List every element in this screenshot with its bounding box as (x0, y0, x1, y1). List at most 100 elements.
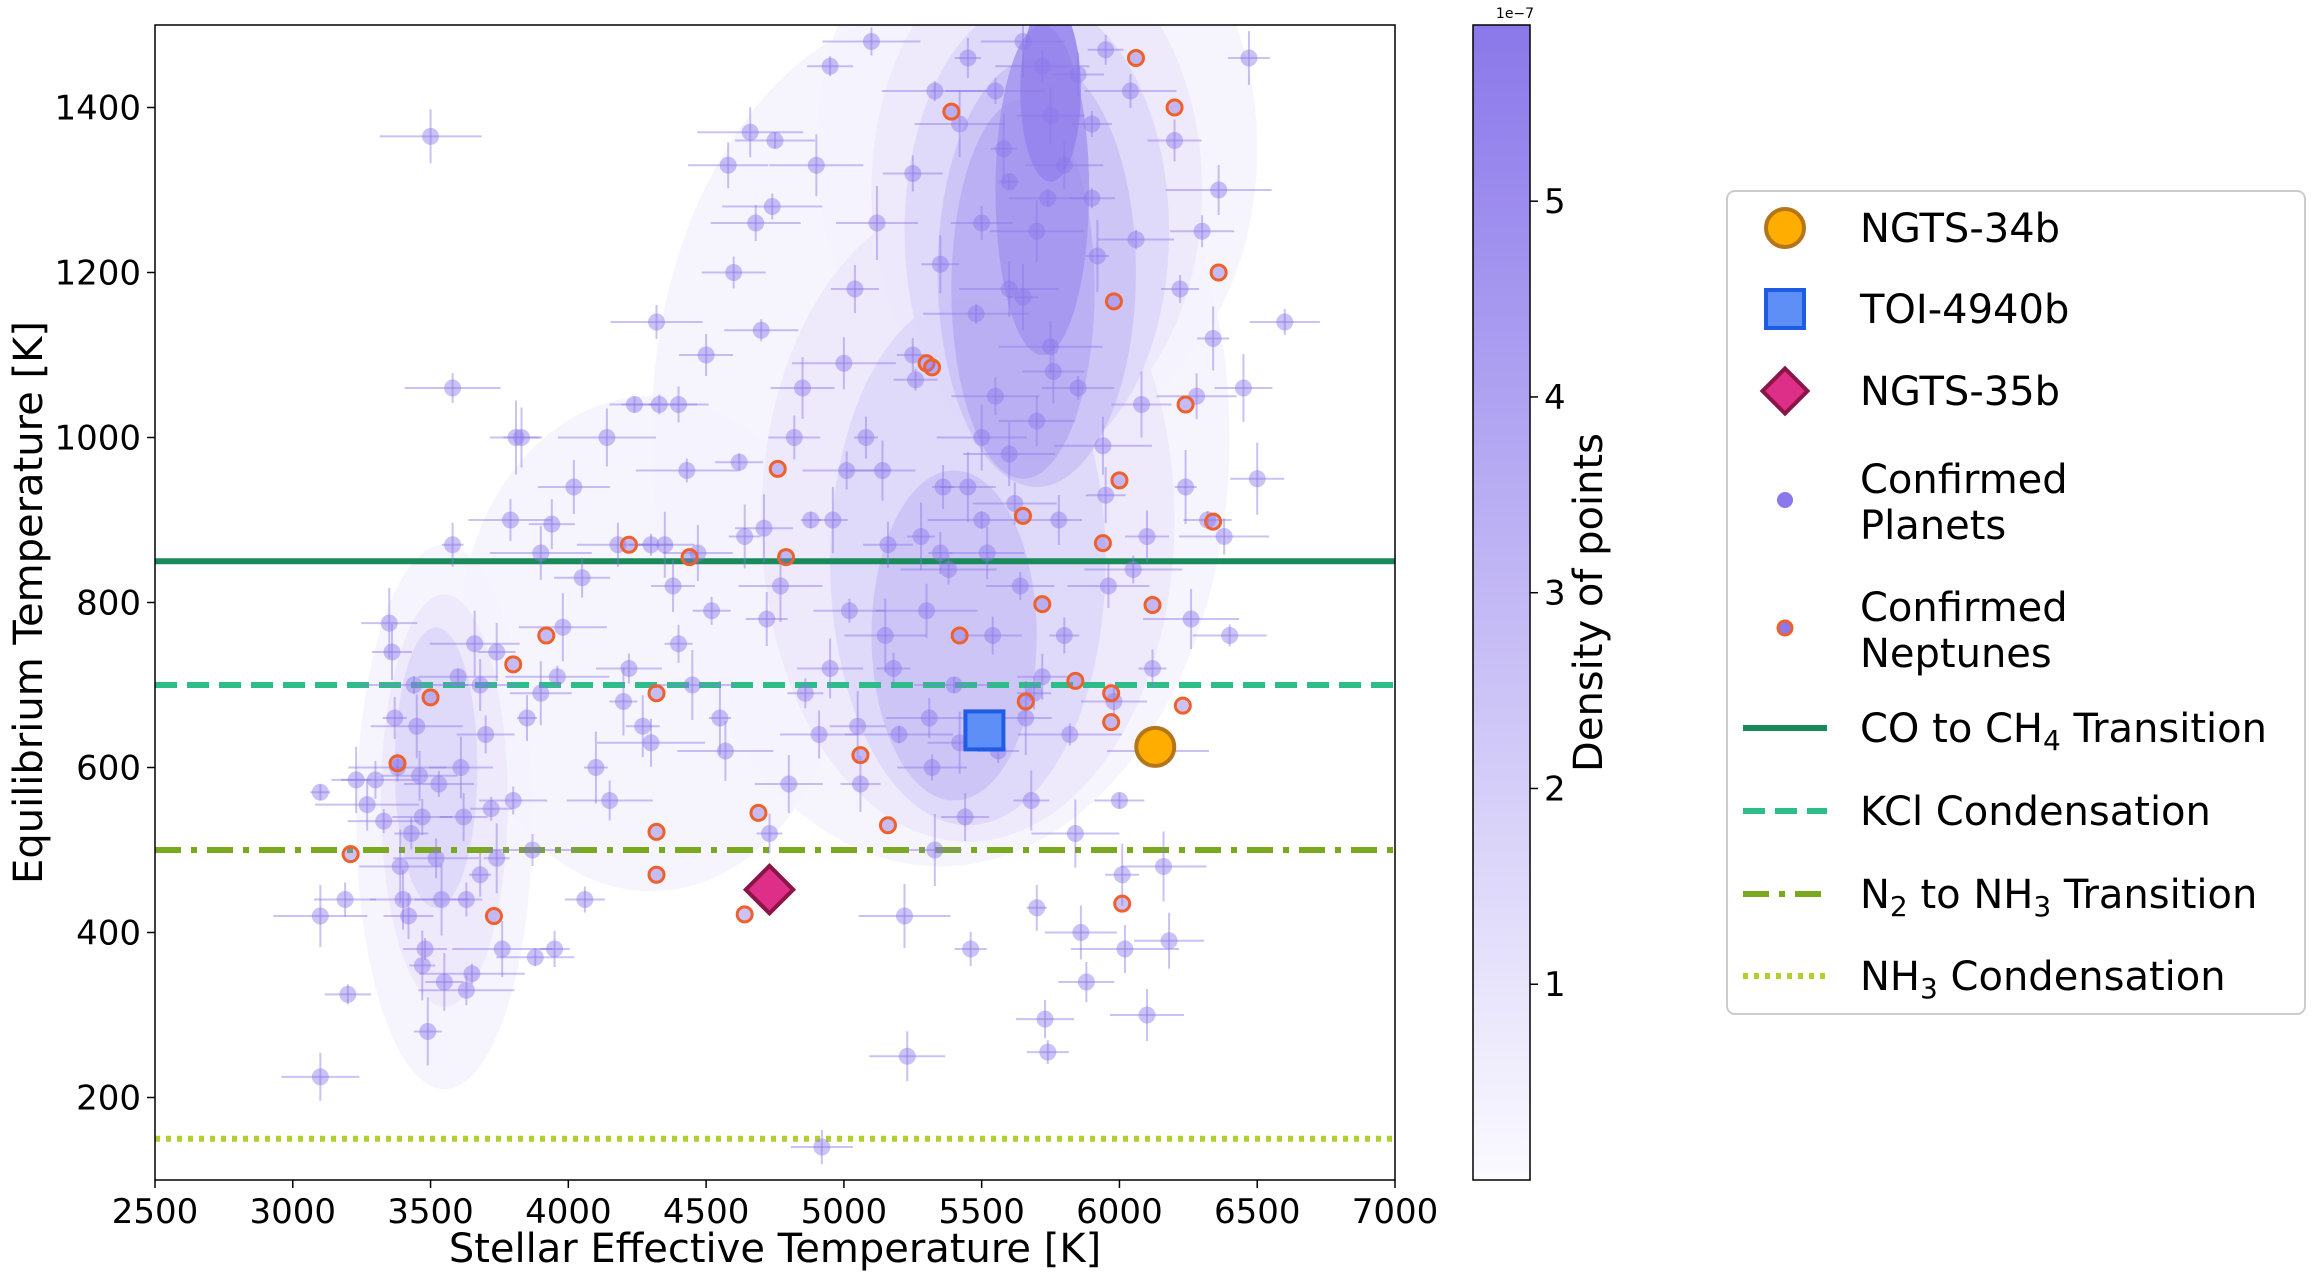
planet-point (703, 602, 721, 620)
planet-point (444, 536, 462, 554)
planet-point (835, 354, 853, 372)
legend-marker-diamond (1759, 365, 1811, 417)
planet-point (824, 511, 842, 529)
planet-point (758, 610, 776, 628)
planet-point (391, 858, 409, 875)
planet-point (766, 132, 784, 149)
neptune-point (1102, 684, 1121, 703)
planet-point (1028, 412, 1046, 430)
legend-label-part: CO to CH (1860, 706, 2043, 752)
planet-point (1182, 610, 1200, 628)
planet-point (926, 82, 944, 100)
planet-point (1099, 577, 1117, 595)
planet-point (1072, 924, 1090, 941)
neptune-point (647, 865, 666, 884)
planet-point (772, 577, 790, 595)
legend-entry: TOI-4940b (1764, 287, 2069, 333)
neptune-point (851, 746, 870, 765)
planet-point (934, 478, 952, 496)
legend-label: TOI-4940b (1859, 287, 2069, 333)
planet-point (918, 602, 936, 620)
ngts-34b-marker (1134, 725, 1177, 768)
planet-point (912, 528, 930, 545)
planet-point (488, 643, 506, 661)
planet-point (1014, 288, 1032, 306)
neptune-point (647, 822, 666, 841)
legend-entry: N2 to NH3 Transition (1743, 872, 2257, 923)
planet-point (386, 709, 404, 727)
legend-label-part: Transition (2051, 872, 2257, 918)
neptune-point (777, 548, 796, 567)
planet-point (1113, 866, 1131, 884)
neptune-point (1014, 506, 1032, 525)
x-tick-label: 5000 (801, 1192, 888, 1232)
neptune-point (1176, 395, 1195, 414)
planet-point (648, 313, 666, 331)
planet-point (358, 796, 376, 814)
planet-point (760, 825, 778, 842)
planet-point (851, 775, 869, 793)
planet-point (1132, 396, 1150, 413)
planet-point (507, 429, 525, 446)
planet-point (873, 462, 891, 479)
planet-point (838, 462, 856, 479)
planet-point (388, 759, 406, 776)
planet-point (1088, 247, 1106, 265)
planet-point (1097, 41, 1115, 59)
planet-point (931, 544, 949, 562)
planet-point (1240, 49, 1258, 67)
planet-point (1094, 437, 1112, 455)
x-tick-label: 2500 (112, 1192, 199, 1232)
planet-point (565, 478, 583, 496)
neptune-point (504, 655, 523, 674)
density-contours (356, 25, 1258, 1090)
planet-point (716, 742, 734, 760)
planet-point (532, 544, 550, 562)
planet-point (1039, 1043, 1057, 1061)
planet-point (956, 808, 974, 826)
legend-box (1726, 190, 2306, 1015)
planet-point (794, 379, 812, 397)
colorbar-gradient (1472, 24, 1531, 1181)
x-tick-label: 5500 (938, 1192, 1025, 1232)
planet-point (375, 812, 393, 830)
planet-point (810, 726, 828, 743)
planet-point (546, 940, 564, 958)
planet-point (967, 305, 985, 323)
planet-point (940, 561, 958, 578)
planet-point (752, 321, 770, 339)
ngts-35b-marker (742, 863, 797, 917)
planet-point (405, 676, 423, 694)
neptune-point (749, 803, 768, 822)
planet-point (904, 165, 922, 182)
planet-point (1055, 627, 1073, 644)
planet-point (482, 800, 500, 818)
density-contour-6-0 (1020, 25, 1081, 182)
planet-point (400, 907, 418, 925)
x-tick-label: 3500 (387, 1192, 474, 1232)
planet-point (411, 767, 429, 785)
toi-4940b-marker (963, 709, 1006, 752)
planet-point (1033, 57, 1051, 75)
planet-point (951, 115, 969, 133)
colorbar-tick-label: 1 (1544, 965, 1566, 1005)
planet-point (973, 214, 991, 232)
planet-point (1144, 660, 1162, 677)
neptune-point (1102, 713, 1121, 732)
planet-point (670, 635, 688, 653)
neptune-point (923, 358, 942, 377)
planet-point (518, 709, 536, 727)
neptune-point (341, 845, 360, 864)
planet-point (821, 660, 839, 677)
planet-point (501, 511, 519, 529)
x-axis-label: Stellar Effective Temperature [K] (449, 1226, 1101, 1272)
neptune-point (1204, 512, 1223, 531)
planet-point (413, 808, 431, 826)
planet-point (422, 127, 440, 145)
legend-marker-circle (1764, 207, 1806, 249)
planet-point (868, 214, 886, 232)
scatter-points (273, 25, 1320, 1164)
planet-point (383, 643, 401, 661)
